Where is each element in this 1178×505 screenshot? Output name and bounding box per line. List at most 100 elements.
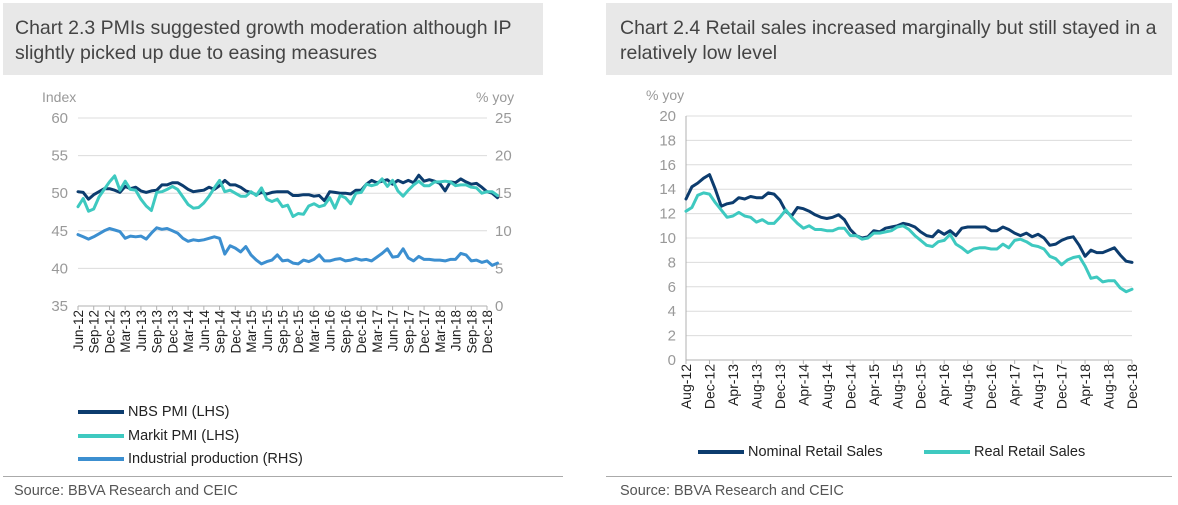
x-tick-label: Apr-16 <box>936 364 952 406</box>
legend-item-industrial-production: Industrial production (RHS) <box>78 451 303 467</box>
y-axis-label: Index <box>42 89 76 105</box>
x-tick-label: Jun-14 <box>197 310 212 352</box>
x-tick-label: Sep-15 <box>276 310 291 354</box>
y-tick-label: 50 <box>51 185 68 202</box>
legend-swatch <box>78 434 124 438</box>
x-tick-label: Aug-17 <box>1030 364 1046 409</box>
chart-2-4-panel: Chart 2.4 Retail sales increased margina… <box>606 0 1172 505</box>
x-tick-label: Sep-14 <box>213 310 228 354</box>
y-tick-label: 60 <box>51 110 68 127</box>
x-tick-label: Jun-12 <box>71 310 86 351</box>
x-tick-label: Sep-17 <box>401 310 416 354</box>
chart-title: Chart 2.3 PMIs suggested growth moderati… <box>3 3 543 75</box>
y2-tick-label: 0 <box>495 298 503 315</box>
series-line <box>76 174 499 218</box>
x-tick-label: Aug-18 <box>1101 364 1117 409</box>
x-tick-label: Dec-13 <box>772 364 788 409</box>
chart-2-4-plot: 0 2 4 6 8 10 12 14 16 18 20 % yoy Aug-12 Dec-12 Apr-13… <box>646 87 1140 409</box>
y-axis-label: % yoy <box>646 87 684 103</box>
y-tick-label: 55 <box>51 148 68 165</box>
legend-swatch <box>698 450 744 454</box>
series-line <box>684 173 1134 264</box>
x-tick-label: Dec-12 <box>701 364 717 409</box>
x-tick-label: Apr-18 <box>1077 364 1093 406</box>
legend-swatch <box>78 457 124 461</box>
x-tick-label: Apr-14 <box>795 364 811 406</box>
y2-tick-label: 20 <box>495 148 512 165</box>
y2-tick-label: 10 <box>495 223 512 240</box>
x-tick-label: Mar-18 <box>433 310 448 353</box>
x-tick-label: Jun-13 <box>134 310 149 351</box>
x-tick-label: Aug-12 <box>678 364 694 409</box>
x-tick-label: Dec-17 <box>417 310 432 354</box>
legend-label: NBS PMI (LHS) <box>128 404 230 420</box>
legend-label: Industrial production (RHS) <box>128 451 303 467</box>
source-divider <box>606 476 1172 477</box>
y-tick-label: 6 <box>668 279 676 296</box>
x-tick-label: Mar-17 <box>370 310 385 353</box>
x-tick-label: Mar-14 <box>181 310 196 353</box>
source-text: Source: BBVA Research and CEIC <box>620 483 844 499</box>
legend-item-markit-pmi: Markit PMI (LHS) <box>78 428 239 444</box>
y-tick-label: 10 <box>659 230 676 247</box>
series-line <box>684 191 1134 294</box>
legend-swatch <box>78 410 124 414</box>
legend-item-real-retail-sales: Real Retail Sales <box>924 444 1085 460</box>
y-tick-label: 0 <box>668 352 676 369</box>
x-tick-label: Dec-14 <box>842 364 858 409</box>
x-tick-label: Jun-17 <box>386 310 401 351</box>
y-tick-label: 20 <box>659 108 676 125</box>
y2-tick-label: 5 <box>495 260 503 277</box>
x-tick-label: Mar-15 <box>244 310 259 353</box>
x-tick-label: Jun-16 <box>323 310 338 351</box>
y-tick-label: 8 <box>668 254 676 271</box>
x-tick-label: Aug-16 <box>960 364 976 409</box>
source-text: Source: BBVA Research and CEIC <box>14 483 238 499</box>
source-divider <box>3 476 563 477</box>
x-tick-label: Aug-13 <box>748 364 764 409</box>
y-tick-label: 35 <box>51 298 68 315</box>
y-tick-label: 2 <box>668 328 676 345</box>
x-tick-label: Sep-16 <box>338 310 353 354</box>
legend-item-nbs-pmi: NBS PMI (LHS) <box>78 404 230 420</box>
series-line <box>76 226 499 267</box>
y-tick-label: 12 <box>659 206 676 223</box>
x-tick-label: Dec-13 <box>165 310 180 354</box>
x-tick-label: Dec-18 <box>480 310 495 354</box>
x-tick-label: Dec-18 <box>1124 364 1140 409</box>
y2-tick-label: 15 <box>495 185 512 202</box>
x-tick-label: Apr-13 <box>725 364 741 406</box>
y2-tick-label: 25 <box>495 110 512 127</box>
x-tick-label: Jun-15 <box>260 310 275 351</box>
x-tick-label: Dec-15 <box>291 310 306 354</box>
x-tick-label: Dec-17 <box>1054 364 1070 409</box>
x-tick-label: Jun-18 <box>449 310 464 351</box>
y-tick-label: 14 <box>659 181 676 198</box>
legend-label: Nominal Retail Sales <box>748 444 883 460</box>
x-tick-label: Sep-12 <box>87 310 102 354</box>
y-tick-label: 16 <box>659 157 676 174</box>
x-tick-label: Sep-13 <box>150 310 165 354</box>
y-tick-label: 4 <box>668 303 676 320</box>
legend-swatch <box>924 450 970 454</box>
x-tick-label: Apr-17 <box>1007 364 1023 406</box>
y-tick-label: 45 <box>51 223 68 240</box>
x-tick-label: Dec-14 <box>228 310 243 354</box>
chart-2-3-panel: Chart 2.3 PMIs suggested growth moderati… <box>0 0 566 505</box>
y-tick-label: 40 <box>51 260 68 277</box>
legend-label: Markit PMI (LHS) <box>128 428 240 444</box>
legend-label: Real Retail Sales <box>974 444 1086 460</box>
x-tick-label: Mar-16 <box>307 310 322 353</box>
x-tick-label: Aug-15 <box>889 364 905 409</box>
x-tick-label: Mar-13 <box>118 310 133 353</box>
x-tick-label: Aug-14 <box>819 364 835 409</box>
x-tick-label: Dec-12 <box>102 310 117 354</box>
x-tick-label: Dec-15 <box>913 364 929 409</box>
chart-title: Chart 2.4 Retail sales increased margina… <box>606 3 1172 75</box>
series-line <box>76 173 499 203</box>
y-tick-label: 18 <box>659 132 676 149</box>
x-tick-label: Sep-18 <box>464 310 479 354</box>
legend-item-nominal-retail-sales: Nominal Retail Sales <box>698 444 883 460</box>
y2-axis-label: % yoy <box>476 89 514 105</box>
